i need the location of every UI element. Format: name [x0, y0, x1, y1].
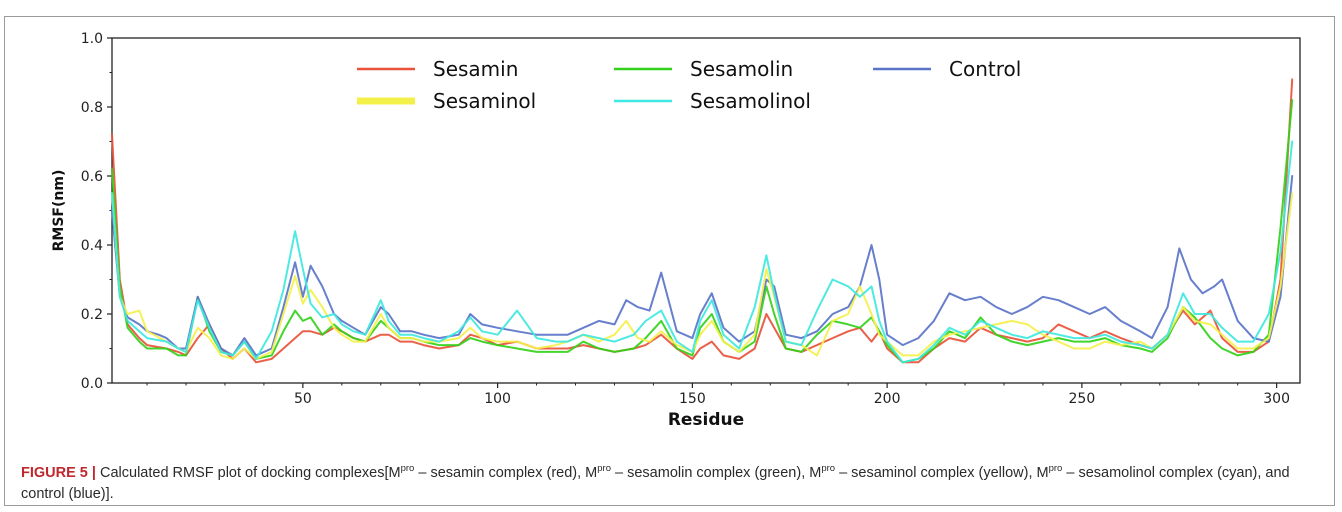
caption-sup: pro [1048, 463, 1063, 475]
y-tick-label: 0.6 [81, 169, 103, 185]
legend-label: Sesamin [433, 57, 518, 81]
y-tick-label: 0.2 [81, 307, 103, 323]
x-tick-label: 200 [874, 391, 901, 407]
legend-label: Sesamolinol [690, 89, 811, 113]
x-tick-label: 50 [294, 391, 312, 407]
y-tick-label: 0.4 [81, 238, 103, 254]
x-axis-label: Residue [668, 410, 744, 430]
rmsf-chart: 50 100 150 200 250 300 0.0 0.2 0.4 0.6 0.8 1.0 Resid… [51, 31, 1301, 430]
caption-text: – sesaminol complex (yellow), M [835, 465, 1049, 481]
series-layer [111, 78, 1294, 364]
caption-sup: pro [821, 463, 836, 475]
x-tick-label: 100 [484, 391, 511, 407]
chart-legend: Sesamin Sesamolin Control Sesaminol Sesamoli… [357, 57, 1021, 113]
y-tick-label: 0.8 [81, 100, 103, 116]
caption-text: – sesamin complex (red), M [414, 465, 598, 481]
legend-label: Sesamolin [690, 57, 793, 81]
series-line-sesamolin [111, 99, 1294, 364]
x-tick-label: 300 [1263, 391, 1290, 407]
y-axis-label: RMSF(nm) [51, 170, 67, 252]
series-line-control [111, 175, 1294, 357]
figure-caption: FIGURE 5 | Calculated RMSF plot of docki… [21, 463, 1321, 505]
y-tick-label: 0.0 [81, 376, 103, 392]
legend-label: Sesaminol [433, 89, 536, 113]
caption-sup: pro [400, 463, 415, 475]
chart-axes: 50 100 150 200 250 300 0.0 0.2 0.4 0.6 0.8 1.0 Resid… [51, 31, 1301, 430]
x-tick-label: 250 [1069, 391, 1096, 407]
x-tick-label: 150 [679, 391, 706, 407]
caption-text: – sesamolinol complex (cyan), and contro… [21, 465, 1290, 502]
caption-sup: pro [597, 463, 611, 475]
caption-text: – sesamolin complex (green), M [611, 465, 822, 481]
series-line-sesaminol [111, 192, 1294, 360]
caption-text: Calculated RMSF plot of docking complexe… [95, 465, 401, 481]
figure-label: FIGURE 5 | [21, 465, 96, 481]
series-line-sesamolinol [111, 140, 1294, 364]
legend-label: Control [949, 57, 1021, 81]
figure-frame: 50 100 150 200 250 300 0.0 0.2 0.4 0.6 0.8 1.0 Resid… [4, 16, 1335, 506]
y-tick-label: 1.0 [81, 31, 103, 47]
